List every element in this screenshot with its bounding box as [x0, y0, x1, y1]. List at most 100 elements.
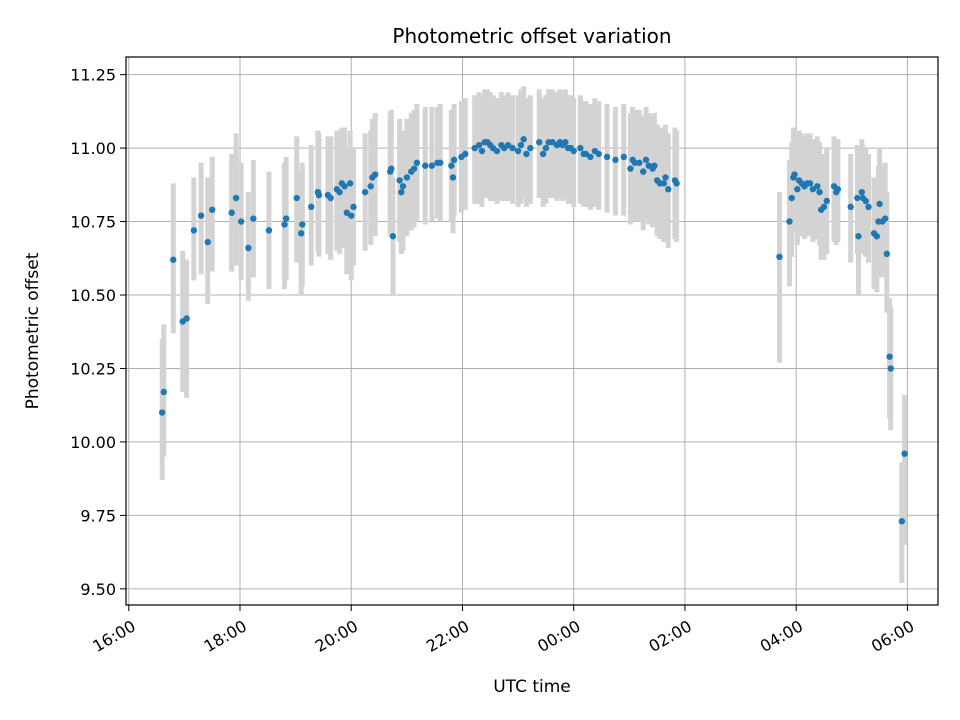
data-point — [887, 365, 894, 372]
data-point — [660, 180, 668, 187]
data-point — [371, 171, 379, 178]
data-point — [816, 188, 823, 196]
data-point — [603, 153, 611, 161]
data-point — [448, 162, 455, 169]
data-point — [862, 197, 869, 205]
data-point — [250, 215, 257, 222]
y-tick-label: 10.50 — [70, 286, 116, 305]
data-point — [794, 186, 801, 193]
data-point — [542, 144, 550, 152]
data-point — [631, 159, 639, 166]
data-point — [422, 162, 429, 169]
data-point — [620, 153, 627, 161]
data-point — [428, 162, 436, 169]
data-point — [642, 156, 650, 164]
x-tick-label: 04:00 — [757, 616, 806, 656]
data-point — [237, 218, 245, 225]
data-point — [788, 194, 795, 202]
data-point — [297, 230, 305, 237]
data-point — [398, 188, 405, 196]
data-point — [293, 194, 300, 202]
data-point — [865, 203, 872, 211]
y-tick-label: 11.00 — [70, 139, 116, 158]
data-point — [898, 518, 906, 525]
x-axis-label: UTC time — [493, 677, 571, 697]
data-point — [413, 159, 421, 166]
data-point — [823, 197, 830, 205]
data-point — [570, 147, 577, 155]
data-point — [901, 450, 908, 457]
data-point — [281, 221, 288, 228]
x-tick-label: 18:00 — [201, 616, 250, 656]
data-point — [514, 147, 522, 155]
data-point — [245, 244, 252, 252]
data-point — [170, 256, 177, 263]
data-point — [367, 183, 374, 190]
data-point — [881, 215, 889, 222]
data-point — [346, 180, 354, 187]
data-point — [806, 180, 814, 187]
y-tick-label: 9.75 — [80, 506, 116, 525]
x-axis: 16:00 18:00 20:00 22:00 00:00 02:00 04:00 06:00 — [89, 605, 917, 656]
data-point — [820, 203, 828, 211]
data-point — [627, 165, 634, 172]
data-point — [475, 141, 483, 149]
data-point — [587, 153, 594, 161]
data-point — [858, 188, 866, 196]
data-point — [348, 212, 355, 219]
data-point — [209, 206, 216, 213]
data-point — [341, 183, 348, 190]
data-point — [636, 159, 643, 166]
data-point — [883, 250, 891, 258]
data-point — [786, 218, 793, 225]
data-point — [410, 165, 418, 172]
x-tick-label: 22:00 — [423, 616, 472, 656]
data-point — [336, 188, 343, 196]
data-point — [520, 136, 527, 143]
x-tick-label: 20:00 — [312, 616, 361, 656]
data-point — [350, 203, 357, 211]
data-point — [299, 221, 306, 228]
data-point — [509, 144, 516, 152]
data-point — [204, 238, 211, 246]
data-point — [361, 188, 369, 196]
data-point — [282, 215, 290, 222]
data-point — [886, 353, 893, 360]
data-point — [437, 159, 444, 166]
data-point — [389, 233, 397, 240]
chart-title: Photometric offset variation — [392, 24, 671, 48]
data-point — [517, 141, 525, 149]
data-point — [776, 253, 783, 261]
plot-frame — [125, 56, 939, 606]
data-point — [855, 233, 862, 240]
data-point — [640, 168, 647, 175]
data-point — [539, 150, 547, 158]
data-point — [190, 227, 198, 234]
data-point — [396, 177, 403, 184]
data-point — [450, 156, 458, 164]
x-tick-label: 16:00 — [89, 616, 138, 656]
data-point — [791, 171, 798, 178]
data-point — [527, 144, 534, 152]
error-bars — [159, 86, 908, 583]
data-point — [315, 191, 323, 199]
y-tick-label: 10.25 — [70, 359, 116, 378]
data-point — [854, 194, 861, 202]
data-point — [562, 139, 569, 146]
y-tick-label: 11.25 — [70, 66, 116, 85]
data-points — [158, 136, 908, 525]
data-point — [183, 315, 190, 322]
data-point — [847, 203, 854, 211]
data-point — [834, 186, 842, 193]
data-point — [160, 388, 168, 396]
data-point — [536, 139, 543, 146]
data-point — [158, 409, 166, 416]
data-point — [228, 209, 235, 216]
data-point — [876, 200, 883, 208]
data-point — [308, 203, 315, 211]
data-point — [523, 150, 530, 158]
data-point — [399, 183, 407, 190]
data-point — [665, 186, 672, 193]
y-tick-label: 10.00 — [70, 433, 116, 452]
data-point — [577, 144, 584, 152]
